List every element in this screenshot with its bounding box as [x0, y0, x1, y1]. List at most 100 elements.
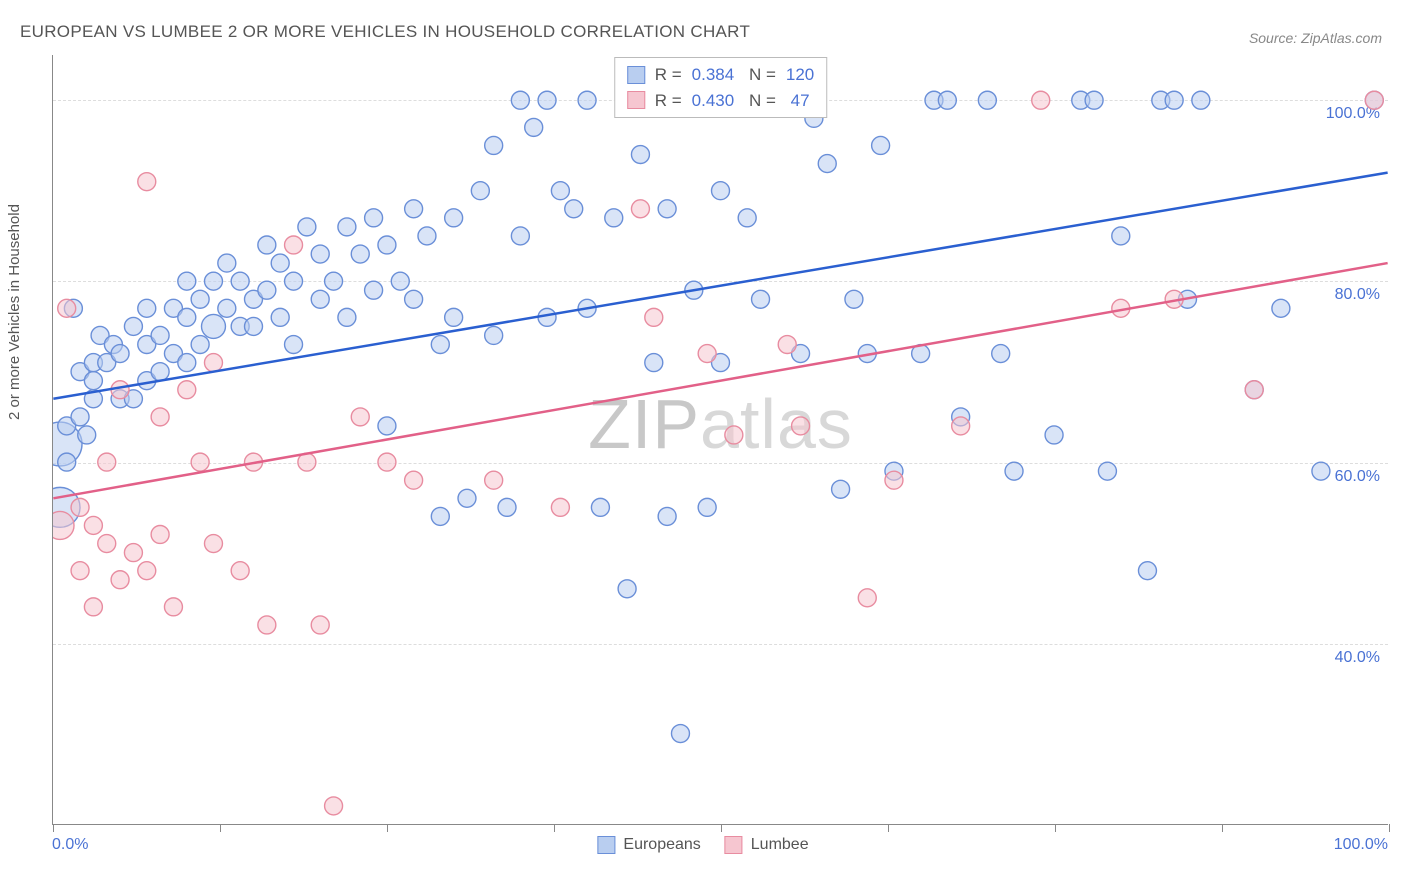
data-point — [84, 516, 102, 534]
data-point — [351, 245, 369, 263]
data-point — [365, 209, 383, 227]
data-point — [84, 372, 102, 390]
data-point — [445, 308, 463, 326]
data-point — [845, 290, 863, 308]
data-point — [658, 200, 676, 218]
data-point — [978, 91, 996, 109]
data-point — [1138, 562, 1156, 580]
data-point — [645, 354, 663, 372]
data-point — [445, 209, 463, 227]
chart-title: EUROPEAN VS LUMBEE 2 OR MORE VEHICLES IN… — [20, 22, 750, 42]
scatter-svg — [53, 55, 1388, 824]
data-point — [551, 182, 569, 200]
data-point — [832, 480, 850, 498]
x-tick-label-min: 0.0% — [52, 836, 88, 854]
data-point — [618, 580, 636, 598]
data-point — [378, 453, 396, 471]
data-point — [201, 314, 225, 338]
data-point — [258, 236, 276, 254]
data-point — [645, 308, 663, 326]
data-point — [458, 489, 476, 507]
data-point — [111, 345, 129, 363]
data-point — [1032, 91, 1050, 109]
data-point — [164, 598, 182, 616]
data-point — [378, 236, 396, 254]
data-point — [1312, 462, 1330, 480]
legend-row-lumbee: R =0.430 N = 47 — [627, 88, 815, 114]
data-point — [178, 381, 196, 399]
legend-item-lumbee: Lumbee — [725, 836, 809, 854]
data-point — [258, 281, 276, 299]
data-point — [511, 227, 529, 245]
data-point — [671, 725, 689, 743]
data-point — [431, 336, 449, 354]
data-point — [151, 363, 169, 381]
data-point — [872, 136, 890, 154]
data-point — [151, 408, 169, 426]
data-point — [658, 507, 676, 525]
data-point — [1112, 227, 1130, 245]
data-point — [431, 507, 449, 525]
data-point — [792, 417, 810, 435]
data-point — [338, 218, 356, 236]
data-point — [698, 498, 716, 516]
data-point — [311, 616, 329, 634]
data-point — [551, 498, 569, 516]
data-point — [418, 227, 436, 245]
data-point — [325, 272, 343, 290]
data-point — [712, 182, 730, 200]
data-point — [258, 616, 276, 634]
data-point — [151, 326, 169, 344]
data-point — [351, 408, 369, 426]
data-point — [631, 146, 649, 164]
data-point — [738, 209, 756, 227]
data-point — [124, 317, 142, 335]
data-point — [58, 453, 76, 471]
data-point — [204, 535, 222, 553]
data-point — [498, 498, 516, 516]
data-point — [952, 417, 970, 435]
data-point — [631, 200, 649, 218]
data-point — [78, 426, 96, 444]
data-point — [538, 91, 556, 109]
data-point — [98, 453, 116, 471]
data-point — [405, 290, 423, 308]
x-tick — [53, 824, 54, 832]
data-point — [138, 299, 156, 317]
x-tick — [1055, 824, 1056, 832]
data-point — [204, 354, 222, 372]
data-point — [511, 91, 529, 109]
data-point — [698, 345, 716, 363]
correlation-legend: R =0.384 N =120 R =0.430 N = 47 — [614, 57, 828, 118]
data-point — [605, 209, 623, 227]
swatch-lumbee — [627, 91, 645, 109]
data-point — [1272, 299, 1290, 317]
x-tick-label-max: 100.0% — [1334, 836, 1388, 854]
y-axis-label: 2 or more Vehicles in Household — [6, 204, 23, 420]
swatch-europeans-icon — [597, 836, 615, 854]
data-point — [405, 200, 423, 218]
data-point — [1005, 462, 1023, 480]
data-point — [178, 308, 196, 326]
data-point — [485, 471, 503, 489]
data-point — [111, 571, 129, 589]
data-point — [191, 290, 209, 308]
x-tick — [387, 824, 388, 832]
data-point — [338, 308, 356, 326]
data-point — [471, 182, 489, 200]
x-tick — [721, 824, 722, 832]
data-point — [325, 797, 343, 815]
legend-row-europeans: R =0.384 N =120 — [627, 62, 815, 88]
data-point — [138, 173, 156, 191]
data-point — [485, 326, 503, 344]
data-point — [525, 118, 543, 136]
x-tick — [1222, 824, 1223, 832]
data-point — [378, 417, 396, 435]
data-point — [138, 562, 156, 580]
data-point — [992, 345, 1010, 363]
data-point — [485, 136, 503, 154]
data-point — [231, 562, 249, 580]
x-tick — [220, 824, 221, 832]
data-point — [578, 91, 596, 109]
data-point — [1365, 91, 1383, 109]
